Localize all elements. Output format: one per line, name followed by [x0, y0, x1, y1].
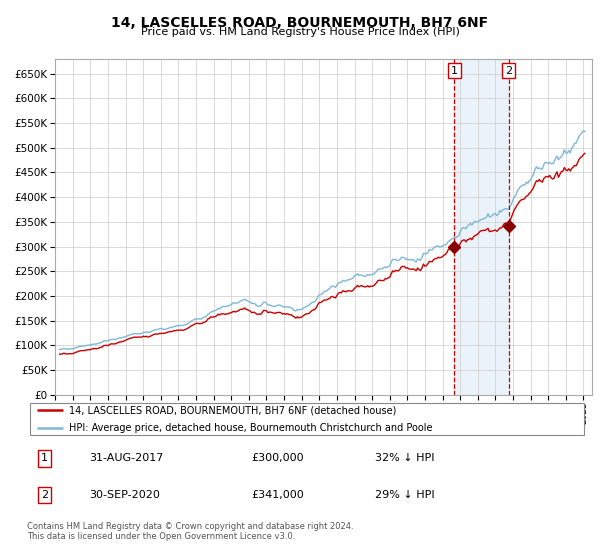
Text: 2: 2	[505, 66, 512, 76]
FancyBboxPatch shape	[30, 403, 584, 436]
Text: 1: 1	[41, 454, 48, 464]
Text: 30-SEP-2020: 30-SEP-2020	[89, 490, 160, 500]
Text: 14, LASCELLES ROAD, BOURNEMOUTH, BH7 6NF: 14, LASCELLES ROAD, BOURNEMOUTH, BH7 6NF	[112, 16, 488, 30]
Text: 14, LASCELLES ROAD, BOURNEMOUTH, BH7 6NF (detached house): 14, LASCELLES ROAD, BOURNEMOUTH, BH7 6NF…	[69, 405, 397, 416]
Text: Contains HM Land Registry data © Crown copyright and database right 2024.
This d: Contains HM Land Registry data © Crown c…	[27, 522, 353, 542]
Text: £300,000: £300,000	[251, 454, 304, 464]
Text: £341,000: £341,000	[251, 490, 304, 500]
Text: 29% ↓ HPI: 29% ↓ HPI	[375, 490, 434, 500]
Bar	[454, 59, 509, 395]
Text: 32% ↓ HPI: 32% ↓ HPI	[375, 454, 434, 464]
Text: Price paid vs. HM Land Registry's House Price Index (HPI): Price paid vs. HM Land Registry's House …	[140, 27, 460, 37]
Text: 31-AUG-2017: 31-AUG-2017	[89, 454, 163, 464]
Text: HPI: Average price, detached house, Bournemouth Christchurch and Poole: HPI: Average price, detached house, Bour…	[69, 423, 433, 433]
Text: 1: 1	[451, 66, 458, 76]
Text: 2: 2	[41, 490, 48, 500]
